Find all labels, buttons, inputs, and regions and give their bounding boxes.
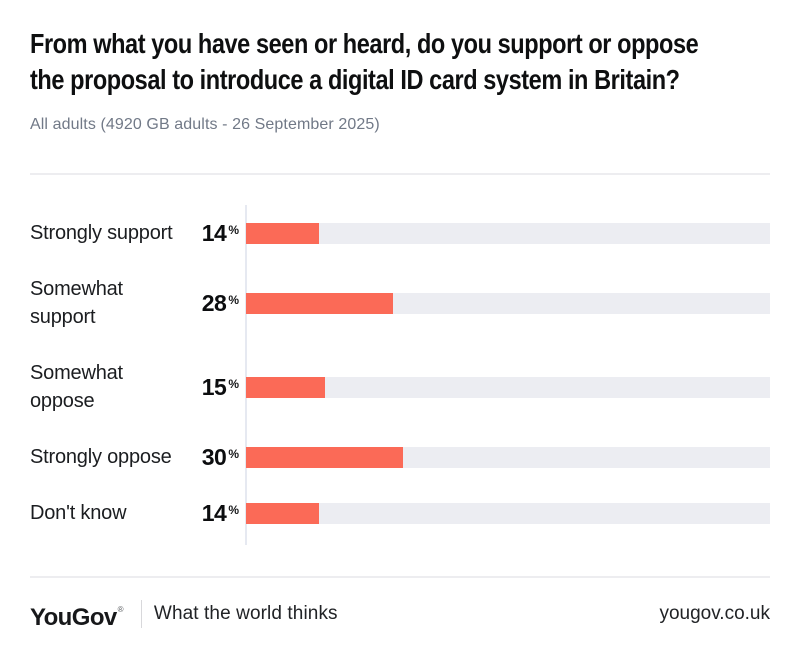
footer-tagline: What the world thinks: [153, 603, 338, 624]
percent-sign: %: [228, 502, 239, 517]
page-title: From what you have seen or heard, do you…: [30, 26, 770, 98]
footer-vertical-divider: [140, 600, 142, 628]
value-number: 15: [201, 373, 227, 400]
category-label: Strongly support: [30, 222, 173, 244]
title-line-2: the proposal to introduce a digital ID c…: [30, 64, 680, 95]
yougov-logo-text: YouGov: [30, 604, 117, 631]
website-link[interactable]: yougov.co.uk: [659, 603, 770, 624]
bar-track: [246, 376, 770, 398]
chart-row: Strongly oppose 30%: [30, 443, 770, 471]
category-label: Don't know: [30, 502, 127, 524]
value-label: 28%: [200, 290, 246, 317]
chart-row: Somewhat support 28%: [30, 275, 770, 331]
registered-trademark-icon: ®: [117, 605, 124, 614]
value-label: 14%: [200, 220, 246, 247]
chart-rows: Strongly support 14% Somewhat support 28%…: [30, 219, 770, 527]
value-label: 15%: [200, 374, 246, 401]
value-number: 14: [201, 499, 227, 526]
percent-sign: %: [228, 376, 239, 391]
chart-row: Don't know 14%: [30, 499, 770, 527]
bar-track: [246, 292, 770, 314]
percent-sign: %: [228, 446, 239, 461]
value-number: 30: [201, 443, 227, 470]
y-axis-line: [245, 205, 247, 545]
yougov-logo: YouGov®: [30, 595, 124, 633]
value-label: 14%: [200, 500, 246, 527]
category-label: Somewhat oppose: [30, 362, 123, 412]
bar-track: [246, 502, 770, 524]
percent-sign: %: [228, 222, 239, 237]
value-number: 14: [201, 219, 227, 246]
value-label: 30%: [200, 444, 246, 471]
bar-track: [246, 222, 770, 244]
footer: YouGov® What the world thinks yougov.co.…: [30, 578, 770, 633]
bar-fill: [246, 376, 325, 398]
title-line-1: From what you have seen or heard, do you…: [30, 28, 699, 59]
header: From what you have seen or heard, do you…: [30, 26, 770, 135]
sample-subtitle: All adults (4920 GB adults - 26 Septembe…: [30, 116, 380, 133]
footer-divider: [30, 576, 770, 578]
bar-fill: [246, 292, 393, 314]
bar-chart: Strongly support 14% Somewhat support 28%…: [30, 205, 770, 545]
percent-sign: %: [228, 292, 239, 307]
bar-fill: [246, 222, 320, 244]
category-label: Strongly oppose: [30, 446, 172, 468]
top-divider: [30, 173, 770, 175]
chart-row: Somewhat oppose 15%: [30, 359, 770, 415]
category-label: Somewhat support: [30, 278, 123, 328]
bar-fill: [246, 502, 320, 524]
chart-row: Strongly support 14%: [30, 219, 770, 247]
value-number: 28: [201, 289, 227, 316]
bar-track: [246, 446, 770, 468]
bar-fill: [246, 446, 404, 468]
